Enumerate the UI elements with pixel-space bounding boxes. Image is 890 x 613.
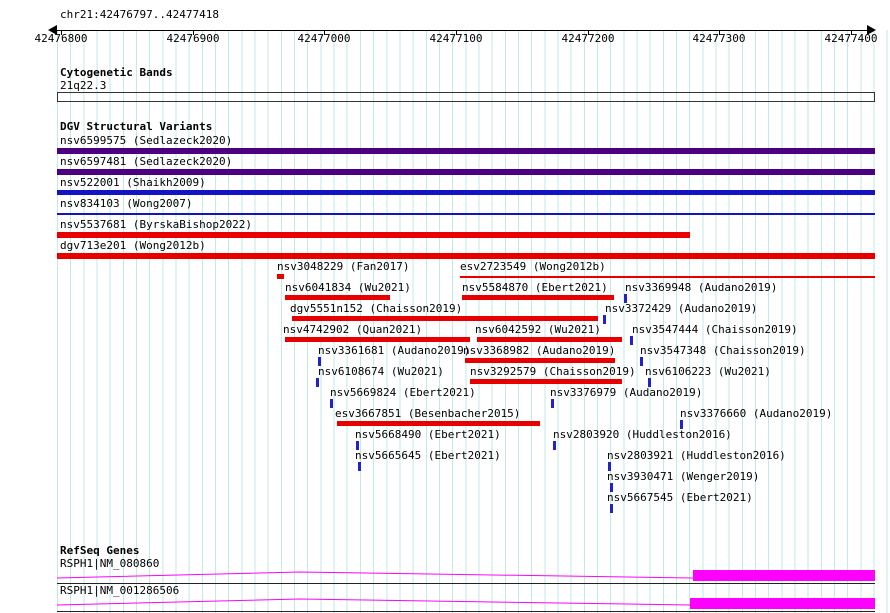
variant-bar[interactable] bbox=[465, 358, 615, 363]
ruler-tick-label: 42476800 bbox=[34, 32, 88, 45]
variant-bar[interactable] bbox=[57, 213, 875, 215]
variant-label[interactable]: nsv3376660 (Audano2019) bbox=[680, 407, 833, 420]
variant-label[interactable]: nsv6042592 (Wu2021) bbox=[475, 323, 601, 336]
variant-label[interactable]: nsv5537681 (ByrskaBishop2022) bbox=[60, 218, 253, 231]
ruler-tick-mark bbox=[61, 30, 62, 35]
section-title-cytogenetic-bands: Cytogenetic Bands bbox=[60, 66, 173, 79]
variant-tick[interactable] bbox=[640, 357, 643, 366]
variant-bar[interactable] bbox=[285, 337, 470, 342]
ruler-tick-mark bbox=[719, 30, 720, 35]
variant-tick[interactable] bbox=[624, 294, 627, 303]
variant-bar[interactable] bbox=[57, 190, 875, 195]
variant-label[interactable]: nsv5668490 (Ebert2021) bbox=[355, 428, 501, 441]
gene-label[interactable]: RSPH1|NM_001286506 bbox=[60, 584, 180, 597]
grid-lines bbox=[57, 30, 888, 613]
variant-label[interactable]: nsv834103 (Wong2007) bbox=[60, 197, 193, 210]
variant-label[interactable]: nsv5667545 (Ebert2021) bbox=[607, 491, 753, 504]
variant-tick[interactable] bbox=[603, 315, 606, 324]
variant-label[interactable]: esv2723549 (Wong2012b) bbox=[460, 260, 606, 273]
variant-label[interactable]: nsv3547444 (Chaisson2019) bbox=[632, 323, 798, 336]
variant-tick[interactable] bbox=[356, 441, 359, 450]
variant-label[interactable]: nsv5669824 (Ebert2021) bbox=[330, 386, 476, 399]
variant-label[interactable]: nsv6599575 (Sedlazeck2020) bbox=[60, 134, 233, 147]
variant-label[interactable]: nsv3368982 (Audano2019) bbox=[463, 344, 616, 357]
variant-tick[interactable] bbox=[553, 441, 556, 450]
ruler-tick-label: 42477100 bbox=[429, 32, 483, 45]
ruler-tick-label: 42476900 bbox=[166, 32, 220, 45]
variant-label[interactable]: nsv522001 (Shaikh2009) bbox=[60, 176, 206, 189]
variant-label[interactable]: nsv3547348 (Chaisson2019) bbox=[640, 344, 806, 357]
ruler-tick-label: 42477300 bbox=[692, 32, 746, 45]
variant-label[interactable]: nsv4742902 (Quan2021) bbox=[283, 323, 423, 336]
cytoband-glyph[interactable] bbox=[57, 92, 875, 102]
variant-label[interactable]: nsv3292579 (Chaisson2019) bbox=[470, 365, 636, 378]
variant-label[interactable]: nsv5584870 (Ebert2021) bbox=[462, 281, 608, 294]
variant-tick[interactable] bbox=[330, 399, 333, 408]
track-separator bbox=[57, 583, 875, 584]
section-title-dgv-structural-variants: DGV Structural Variants bbox=[60, 120, 213, 133]
variant-tick[interactable] bbox=[610, 504, 613, 513]
track-separator bbox=[57, 611, 875, 612]
ruler-tick-mark bbox=[193, 30, 194, 35]
section-title-refseq-genes: RefSeq Genes bbox=[60, 544, 140, 557]
variant-tick[interactable] bbox=[551, 399, 554, 408]
variant-label[interactable]: nsv3048229 (Fan2017) bbox=[277, 260, 410, 273]
variant-label[interactable]: dgv5551n152 (Chaisson2019) bbox=[290, 302, 463, 315]
variant-tick[interactable] bbox=[608, 462, 611, 471]
variant-tick[interactable] bbox=[630, 336, 633, 345]
variant-tick[interactable] bbox=[610, 483, 613, 492]
ruler-line bbox=[57, 30, 874, 31]
pan-left-arrow[interactable] bbox=[48, 25, 57, 35]
variant-label[interactable]: nsv3369948 (Audano2019) bbox=[625, 281, 778, 294]
ruler-tick-mark bbox=[456, 30, 457, 35]
variant-label[interactable]: nsv2803920 (Huddleston2016) bbox=[553, 428, 732, 441]
variant-bar[interactable] bbox=[285, 295, 390, 300]
variant-bar[interactable] bbox=[470, 379, 622, 384]
variant-label[interactable]: dgv713e201 (Wong2012b) bbox=[60, 239, 206, 252]
ruler-tick-label: 42477400 bbox=[824, 32, 878, 45]
variant-tick[interactable] bbox=[680, 420, 683, 429]
variant-bar[interactable] bbox=[57, 253, 875, 259]
variant-bar[interactable] bbox=[292, 316, 598, 321]
ruler-tick-mark bbox=[588, 30, 589, 35]
gene-label[interactable]: RSPH1|NM_080860 bbox=[60, 557, 160, 570]
variant-label[interactable]: nsv3361681 (Audano2019) bbox=[318, 344, 471, 357]
region-coordinates: chr21:42476797..42477418 bbox=[60, 8, 219, 21]
gene-exon-box[interactable] bbox=[693, 570, 875, 581]
variant-label[interactable]: esv3667851 (Besenbacher2015) bbox=[335, 407, 521, 420]
variant-label[interactable]: nsv6108674 (Wu2021) bbox=[318, 365, 444, 378]
variant-tick[interactable] bbox=[318, 357, 321, 366]
variant-bar[interactable] bbox=[477, 337, 622, 342]
variant-label[interactable]: nsv5665645 (Ebert2021) bbox=[355, 449, 501, 462]
variant-label[interactable]: nsv3372429 (Audano2019) bbox=[605, 302, 758, 315]
variant-label[interactable]: nsv3376979 (Audano2019) bbox=[550, 386, 703, 399]
ruler-tick-label: 42477200 bbox=[561, 32, 615, 45]
variant-bar[interactable] bbox=[337, 421, 540, 426]
variant-bar[interactable] bbox=[460, 276, 875, 278]
variant-bar[interactable] bbox=[57, 169, 875, 175]
pan-right-arrow[interactable] bbox=[867, 25, 876, 35]
gene-exon-box[interactable] bbox=[690, 598, 875, 609]
variant-tick[interactable] bbox=[358, 462, 361, 471]
variant-label[interactable]: nsv6597481 (Sedlazeck2020) bbox=[60, 155, 233, 168]
variant-tick[interactable] bbox=[316, 378, 319, 387]
variant-bar[interactable] bbox=[57, 148, 875, 154]
cytoband-name-label: 21q22.3 bbox=[60, 79, 107, 92]
variant-bar[interactable] bbox=[277, 274, 284, 279]
ruler-tick-mark bbox=[324, 30, 325, 35]
variant-bar[interactable] bbox=[462, 295, 614, 300]
variant-label[interactable]: nsv3930471 (Wenger2019) bbox=[607, 470, 760, 483]
variant-label[interactable]: nsv2803921 (Huddleston2016) bbox=[607, 449, 786, 462]
ruler-tick-label: 42477000 bbox=[297, 32, 351, 45]
variant-label[interactable]: nsv6041834 (Wu2021) bbox=[285, 281, 411, 294]
variant-bar[interactable] bbox=[57, 232, 690, 238]
variant-tick[interactable] bbox=[648, 378, 651, 387]
ruler-tick-mark bbox=[851, 30, 852, 35]
variant-label[interactable]: nsv6106223 (Wu2021) bbox=[645, 365, 771, 378]
